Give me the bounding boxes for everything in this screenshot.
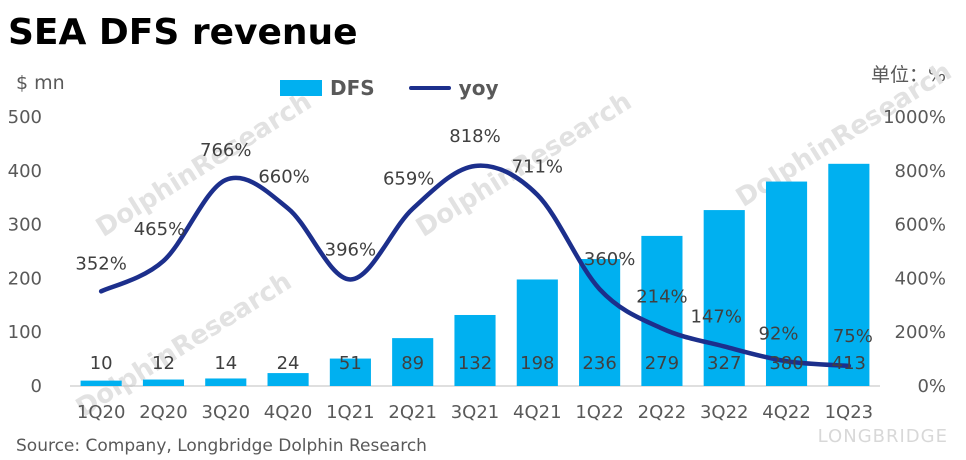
bar [142, 379, 185, 386]
yoy-value-label: 92% [759, 323, 799, 344]
bar-value-label: 14 [214, 353, 237, 374]
legend-line-label: yoy [458, 76, 499, 100]
right-tick-label: 0% [917, 376, 946, 397]
left-tick-label: 0 [31, 376, 42, 397]
bar [516, 279, 558, 386]
bar-value-label: 279 [645, 353, 679, 374]
x-tick-label: 1Q21 [326, 402, 375, 423]
bar-value-label: 198 [520, 353, 554, 374]
bar-value-label: 236 [582, 353, 616, 374]
bar [828, 163, 870, 386]
legend-item-dfs: DFS [280, 76, 375, 100]
legend-line-swatch [408, 86, 451, 90]
bar-value-label: 89 [401, 353, 424, 374]
legend-bar-label: DFS [330, 76, 375, 100]
right-axis-unit: 单位：% [870, 64, 946, 86]
left-tick-label: 400 [8, 161, 42, 182]
yoy-value-label: 766% [200, 140, 251, 161]
yoy-value-label: 360% [584, 249, 635, 270]
x-tick-label: 2Q22 [638, 402, 687, 423]
yoy-value-label: 660% [258, 166, 309, 187]
yoy-value-label: 147% [690, 306, 741, 327]
footer-brand-logo: LONGBRIDGE [817, 426, 948, 447]
bar-value-label: 12 [152, 353, 175, 374]
legend: DFS yoy [280, 76, 523, 100]
x-tick-label: 2Q20 [139, 402, 188, 423]
x-tick-label: 3Q21 [451, 402, 500, 423]
right-tick-label: 200% [895, 322, 946, 343]
legend-bar-swatch [280, 80, 322, 96]
bar-value-label: 10 [90, 353, 113, 374]
right-tick-label: 800% [895, 161, 946, 182]
yoy-value-label: 818% [449, 126, 500, 147]
left-axis-unit: $ mn [16, 72, 65, 94]
bar-value-label: 380 [769, 353, 803, 374]
bar [329, 358, 371, 386]
left-tick-label: 100 [8, 322, 42, 343]
bar [205, 378, 247, 386]
yoy-value-label: 352% [75, 253, 126, 274]
chart-title: SEA DFS revenue [8, 12, 358, 53]
bar [703, 210, 745, 386]
x-tick-label: 1Q20 [77, 402, 126, 423]
bar-value-label: 413 [832, 353, 866, 374]
right-tick-label: 400% [895, 268, 946, 289]
bar-value-label: 51 [339, 353, 362, 374]
bar [454, 314, 496, 386]
yoy-value-label: 465% [134, 219, 185, 240]
x-tick-label: 4Q20 [264, 402, 313, 423]
x-tick-label: 4Q21 [513, 402, 562, 423]
legend-item-yoy: yoy [408, 76, 499, 100]
x-tick-label: 2Q21 [388, 402, 437, 423]
bar-value-label: 132 [458, 353, 492, 374]
x-tick-label: 1Q23 [825, 402, 874, 423]
yoy-value-label: 396% [325, 239, 376, 260]
x-tick-label: 3Q20 [202, 402, 251, 423]
bar [80, 380, 122, 386]
bar [579, 259, 621, 386]
source-note: Source: Company, Longbridge Dolphin Rese… [16, 436, 427, 456]
bar [641, 235, 683, 386]
x-tick-label: 4Q22 [762, 402, 811, 423]
yoy-value-label: 711% [512, 157, 563, 178]
x-tick-label: 3Q22 [700, 402, 749, 423]
bar [392, 338, 434, 386]
bar-value-label: 327 [707, 353, 741, 374]
bar [267, 373, 309, 386]
x-tick-label: 1Q22 [575, 402, 624, 423]
left-tick-label: 300 [8, 215, 42, 236]
left-tick-label: 500 [8, 107, 42, 128]
yoy-value-label: 75% [833, 326, 873, 347]
left-tick-label: 200 [8, 268, 42, 289]
yoy-line [98, 163, 852, 369]
right-tick-label: 600% [895, 215, 946, 236]
yoy-value-label: 214% [636, 286, 687, 307]
bar-value-label: 24 [277, 353, 300, 374]
right-tick-label: 1000% [883, 107, 946, 128]
yoy-value-label: 659% [383, 169, 434, 190]
bar [765, 181, 808, 386]
